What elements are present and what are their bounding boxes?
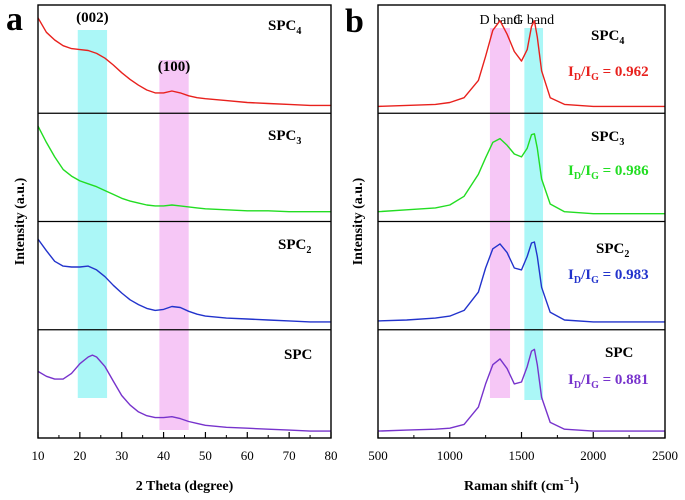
x-tick-label: 70 bbox=[283, 448, 296, 463]
x-tick-label: 60 bbox=[241, 448, 254, 463]
panel-a-letter: a bbox=[6, 1, 23, 38]
series-label-spc4: SPC4 bbox=[591, 28, 624, 47]
x-tick-label: 2000 bbox=[580, 448, 606, 463]
band-label-1: G band bbox=[513, 13, 554, 28]
series-line-spc4 bbox=[37, 17, 331, 107]
band-label-1: (100) bbox=[158, 59, 191, 75]
ratio-label-spc2: ID/IG = 0.983 bbox=[568, 267, 649, 286]
x-axis-title: Raman shift (cm−1) bbox=[464, 476, 579, 494]
band-label-0: (002) bbox=[76, 10, 109, 26]
series-line-spc2 bbox=[377, 241, 665, 323]
series-line-spc3 bbox=[37, 125, 331, 213]
panel-b-letter: b bbox=[345, 3, 364, 40]
x-tick-label: 10 bbox=[32, 448, 45, 463]
ratio-label-spc: ID/IG = 0.881 bbox=[568, 372, 649, 391]
x-tick-label: 2500 bbox=[652, 448, 678, 463]
y-axis-title: Intensity (a.u.) bbox=[13, 177, 28, 265]
x-tick-label: 40 bbox=[157, 448, 170, 463]
x-tick-label: 80 bbox=[325, 448, 338, 463]
highlight-band-002 bbox=[77, 30, 108, 398]
ratio-label-spc4: ID/IG = 0.962 bbox=[568, 64, 649, 83]
ratio-label-spc3: ID/IG = 0.986 bbox=[568, 163, 649, 182]
highlight-band-100 bbox=[159, 60, 189, 430]
x-tick-label: 50 bbox=[199, 448, 212, 463]
series-label-spc: SPC bbox=[284, 347, 312, 363]
series-label-spc3: SPC3 bbox=[268, 128, 301, 147]
series-line-spc bbox=[377, 348, 665, 432]
series-line-spc4 bbox=[377, 20, 665, 108]
series-label-spc2: SPC2 bbox=[596, 241, 629, 260]
series-line-spc2 bbox=[37, 238, 331, 323]
x-tick-label: 1500 bbox=[509, 448, 535, 463]
series-line-spc bbox=[37, 354, 331, 432]
x-tick-label: 20 bbox=[73, 448, 86, 463]
highlight-band-gband bbox=[524, 28, 544, 400]
highlight-band-dband bbox=[489, 28, 511, 398]
x-tick-label: 1000 bbox=[437, 448, 463, 463]
x-tick-label: 500 bbox=[368, 448, 388, 463]
y-axis-title: Intensity (a.u.) bbox=[351, 177, 366, 265]
series-label-spc: SPC bbox=[605, 345, 633, 361]
series-label-spc4: SPC4 bbox=[268, 18, 301, 37]
series-label-spc3: SPC3 bbox=[591, 129, 624, 148]
series-line-spc3 bbox=[377, 133, 665, 215]
series-label-spc2: SPC2 bbox=[278, 237, 311, 256]
panel-a-xrd-chart: (002) (100) SPC4 SPC3 SPC2 SPC 10 20 30 40 50 60 70 8… bbox=[13, 4, 338, 494]
x-axis-title: 2 Theta (degree) bbox=[136, 479, 234, 494]
x-tick-label: 30 bbox=[115, 448, 128, 463]
